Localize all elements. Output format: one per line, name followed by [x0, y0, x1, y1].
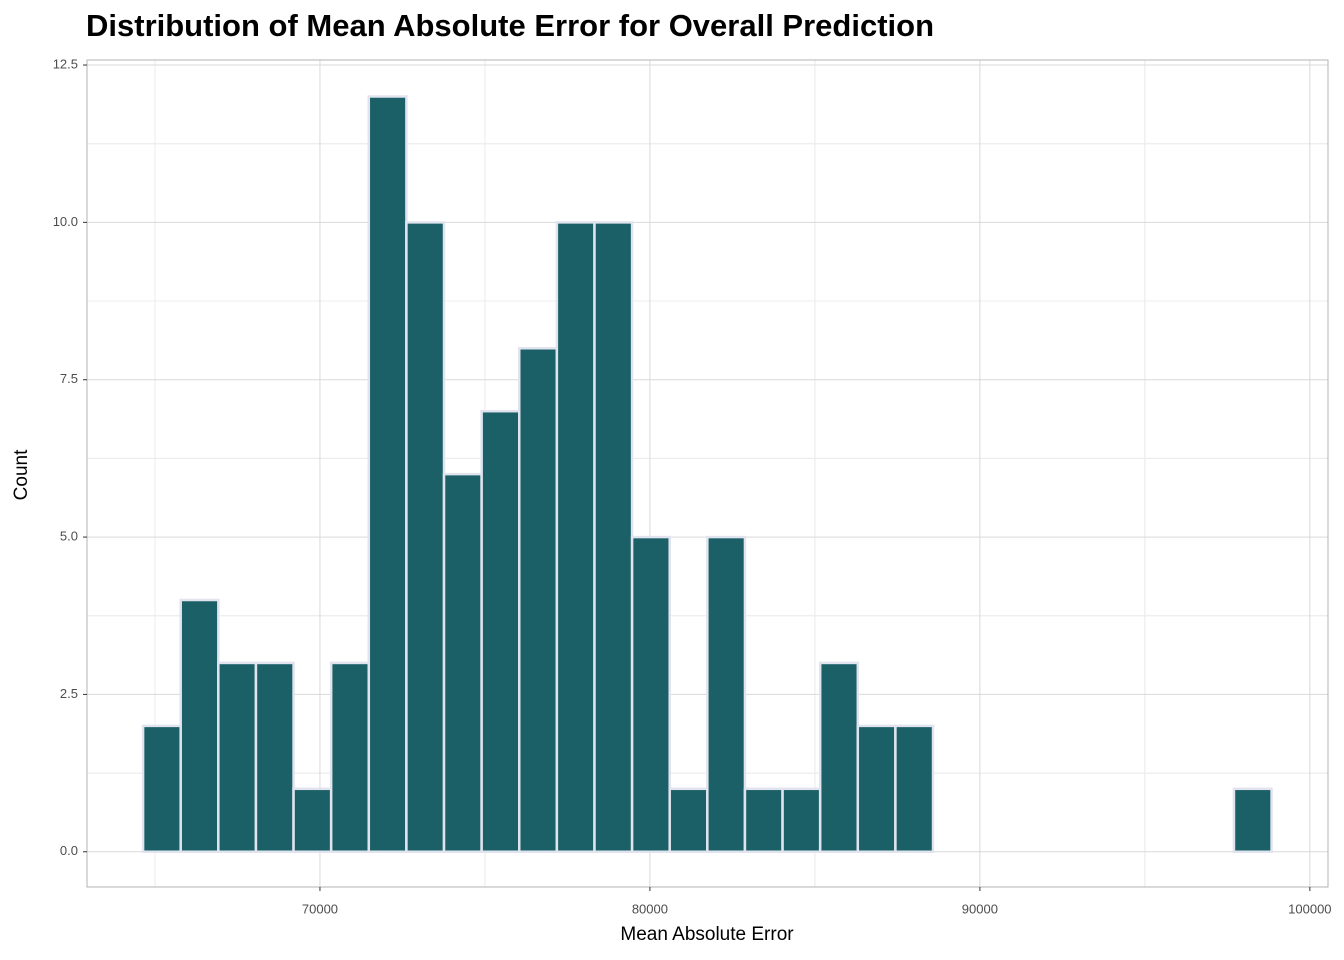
- bar: [894, 724, 935, 854]
- bar: [706, 535, 747, 854]
- y-tick-label: 7.5: [60, 371, 78, 386]
- bar: [555, 221, 596, 854]
- bars: [141, 95, 1273, 854]
- bar: [818, 661, 860, 854]
- x-tick-label: 100000: [1288, 901, 1331, 916]
- x-tick-label: 70000: [302, 901, 338, 916]
- bar: [292, 787, 333, 854]
- y-tick-label: 2.5: [60, 686, 78, 701]
- bar: [593, 221, 634, 854]
- x-tick-label: 90000: [962, 901, 998, 916]
- bar: [141, 724, 182, 854]
- y-axis-title: Count: [11, 449, 32, 500]
- y-tick-label: 10.0: [53, 214, 78, 229]
- bar: [668, 787, 709, 854]
- panel-border: [86, 59, 1329, 888]
- bar: [329, 661, 371, 854]
- bar: [781, 787, 822, 854]
- x-axis-title: Mean Absolute Error: [620, 924, 794, 945]
- chart-title: Distribution of Mean Absolute Error for …: [86, 8, 934, 43]
- bar: [217, 661, 258, 854]
- bar: [367, 95, 408, 854]
- y-tick-label: 0.0: [60, 843, 78, 858]
- y-tick-label: 12.5: [53, 56, 78, 71]
- bar: [480, 409, 521, 854]
- bar: [856, 724, 897, 854]
- bar: [405, 221, 446, 854]
- bar: [630, 535, 671, 854]
- bar: [254, 661, 295, 854]
- x-tick-label: 80000: [632, 901, 668, 916]
- bar: [743, 787, 784, 854]
- y-tick-label: 5.0: [60, 529, 78, 544]
- bar: [442, 472, 483, 854]
- bar: [1232, 787, 1273, 854]
- bar: [518, 347, 559, 854]
- bar: [179, 598, 220, 854]
